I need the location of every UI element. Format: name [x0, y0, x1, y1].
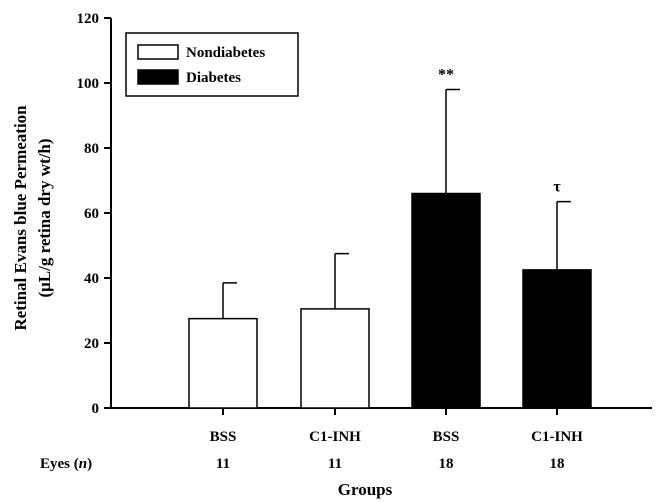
legend-label-diabetes: Diabetes [186, 70, 241, 86]
eyes-count-2: 18 [439, 456, 454, 472]
y-tick-label-20: 20 [84, 336, 99, 352]
category-label-3: C1-INH [531, 429, 583, 445]
bar-1 [300, 308, 370, 409]
legend-swatch-diabetes [137, 69, 179, 85]
bar-2 [411, 192, 481, 409]
legend-label-nondiabetes: Nondiabetes [186, 45, 265, 61]
y-tick-label-100: 100 [77, 76, 100, 92]
significance-mark-2: ** [438, 67, 454, 84]
eyes-row-suffix: ) [87, 456, 92, 472]
y-tick-label-40: 40 [84, 271, 99, 287]
legend-swatch-nondiabetes [137, 44, 179, 60]
category-label-1: C1-INH [309, 429, 361, 445]
eyes-row-n: n [79, 456, 87, 472]
y-axis-title-line1: Retinal Evans blue Permeation [11, 105, 30, 331]
bar-3 [522, 269, 592, 409]
y-tick-label-120: 120 [77, 11, 100, 27]
category-label-2: BSS [433, 429, 460, 445]
eyes-count-1: 11 [328, 456, 342, 472]
y-tick-label-0: 0 [92, 401, 100, 417]
y-tick-label-80: 80 [84, 141, 99, 157]
significance-mark-3: τ [553, 179, 561, 196]
bar-0 [188, 317, 258, 409]
y-axis-title: Retinal Evans blue Permeation (μL/g reti… [11, 105, 54, 331]
y-axis-title-line2: (μL/g retina dry wt/h) [35, 138, 54, 297]
eyes-count-3: 18 [550, 456, 565, 472]
eyes-row-label: Eyes (n) [40, 456, 92, 472]
y-tick-label-60: 60 [84, 206, 99, 222]
eyes-row-prefix: Eyes ( [40, 456, 79, 472]
legend-box [125, 32, 299, 97]
category-label-0: BSS [210, 429, 237, 445]
plot-area: 0 20 40 60 80 100 120 BSS 11 C1-INH 11 BSS 18 ** C1-IN… [77, 11, 652, 472]
eyes-count-0: 11 [216, 456, 230, 472]
legend: Nondiabetes Diabetes [125, 32, 299, 97]
x-axis-title: Groups [338, 480, 393, 499]
